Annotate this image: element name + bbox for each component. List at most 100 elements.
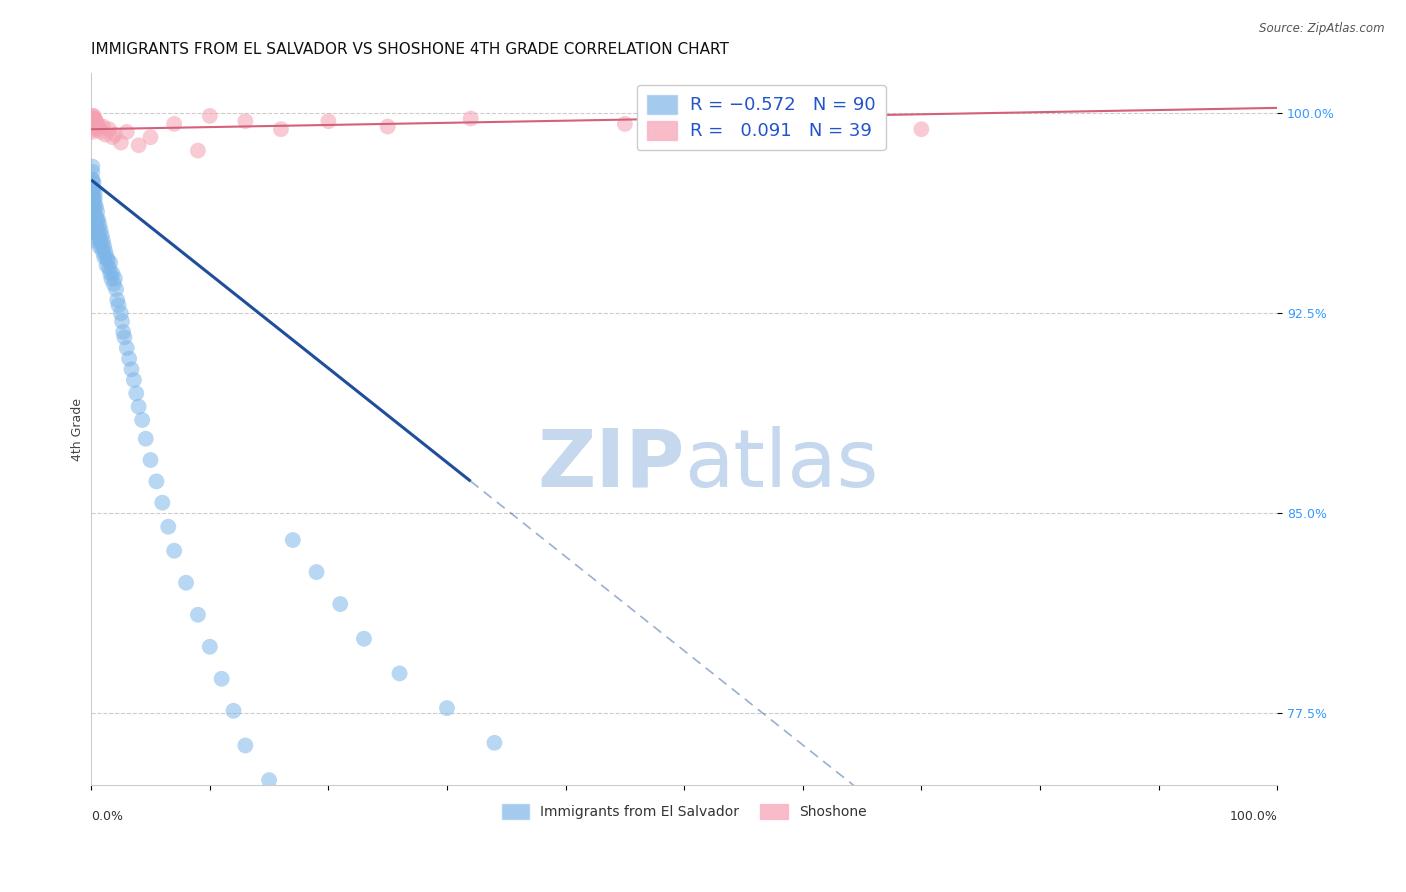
Point: [105, 293, 128, 307]
Point: [100, 271, 122, 285]
Point: [83, 197, 105, 211]
Point: [150, 496, 173, 510]
Point: [163, 117, 186, 131]
Point: [83, 181, 105, 195]
Text: atlas: atlas: [685, 426, 879, 504]
Text: ZIP: ZIP: [537, 426, 685, 504]
Legend: Immigrants from El Salvador, Shoshone: Immigrants from El Salvador, Shoshone: [496, 799, 872, 825]
Point: [377, 120, 399, 134]
Point: [82, 213, 104, 227]
Point: [105, 282, 128, 296]
Point: [84, 211, 107, 225]
Point: [82, 114, 104, 128]
Point: [305, 565, 328, 579]
Point: [86, 117, 108, 131]
Point: [211, 672, 233, 686]
Point: [82, 173, 104, 187]
Point: [82, 186, 104, 201]
Point: [139, 453, 162, 467]
Text: Source: ZipAtlas.com: Source: ZipAtlas.com: [1260, 22, 1385, 36]
Point: [318, 114, 340, 128]
Point: [145, 475, 167, 489]
Point: [91, 244, 114, 259]
Point: [83, 117, 105, 131]
Point: [97, 252, 120, 267]
Point: [103, 277, 125, 291]
Point: [94, 128, 117, 142]
Point: [83, 186, 105, 201]
Point: [104, 128, 127, 142]
Point: [82, 173, 104, 187]
Point: [82, 165, 104, 179]
Point: [122, 373, 145, 387]
Point: [135, 432, 157, 446]
Point: [83, 192, 105, 206]
Point: [128, 138, 150, 153]
Point: [83, 200, 105, 214]
Point: [281, 533, 304, 547]
Point: [89, 219, 111, 233]
Point: [115, 341, 138, 355]
Point: [82, 200, 104, 214]
Point: [96, 258, 118, 272]
Point: [235, 114, 257, 128]
Point: [235, 739, 257, 753]
Point: [118, 351, 141, 366]
Point: [83, 112, 105, 126]
Point: [83, 109, 105, 123]
Point: [98, 255, 121, 269]
Point: [111, 314, 134, 328]
Point: [128, 400, 150, 414]
Point: [115, 125, 138, 139]
Point: [84, 120, 107, 134]
Point: [83, 224, 105, 238]
Text: 100.0%: 100.0%: [1229, 811, 1277, 823]
Point: [82, 208, 104, 222]
Point: [89, 120, 111, 134]
Point: [83, 112, 105, 126]
Point: [484, 736, 506, 750]
Point: [89, 229, 111, 244]
Point: [82, 112, 104, 126]
Point: [104, 271, 127, 285]
Point: [90, 125, 112, 139]
Point: [84, 219, 107, 233]
Point: [83, 184, 105, 198]
Point: [257, 773, 280, 788]
Point: [86, 234, 108, 248]
Point: [84, 227, 107, 241]
Point: [82, 160, 104, 174]
Point: [163, 543, 186, 558]
Point: [101, 130, 124, 145]
Point: [83, 176, 105, 190]
Point: [93, 250, 115, 264]
Point: [91, 234, 114, 248]
Point: [87, 122, 110, 136]
Point: [910, 122, 932, 136]
Point: [460, 112, 482, 126]
Point: [96, 250, 118, 264]
Point: [84, 114, 107, 128]
Y-axis label: 4th Grade: 4th Grade: [72, 398, 84, 461]
Point: [83, 219, 105, 233]
Point: [91, 120, 114, 134]
Point: [131, 413, 153, 427]
Point: [84, 200, 107, 214]
Point: [90, 229, 112, 244]
Point: [436, 701, 458, 715]
Point: [89, 239, 111, 253]
Point: [82, 114, 104, 128]
Point: [110, 136, 132, 150]
Point: [121, 362, 143, 376]
Point: [82, 120, 104, 134]
Point: [83, 114, 105, 128]
Point: [198, 640, 221, 654]
Point: [82, 122, 104, 136]
Point: [112, 330, 135, 344]
Point: [98, 260, 121, 275]
Point: [82, 125, 104, 139]
Point: [101, 266, 124, 280]
Point: [83, 192, 105, 206]
Point: [90, 239, 112, 253]
Point: [125, 386, 148, 401]
